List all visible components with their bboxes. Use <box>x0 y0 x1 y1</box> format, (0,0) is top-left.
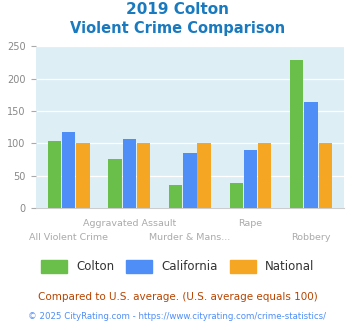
Text: All Violent Crime: All Violent Crime <box>29 233 108 242</box>
Bar <box>169 185 182 208</box>
Bar <box>62 132 76 208</box>
Text: Violent Crime Comparison: Violent Crime Comparison <box>70 21 285 36</box>
Bar <box>290 60 304 208</box>
Bar <box>48 141 61 208</box>
Bar <box>244 150 257 208</box>
Bar <box>183 153 197 208</box>
Bar <box>258 143 271 208</box>
Bar <box>123 139 136 208</box>
Legend: Colton, California, National: Colton, California, National <box>36 255 319 278</box>
Bar <box>109 159 122 208</box>
Text: © 2025 CityRating.com - https://www.cityrating.com/crime-statistics/: © 2025 CityRating.com - https://www.city… <box>28 312 327 321</box>
Bar <box>76 143 90 208</box>
Text: Compared to U.S. average. (U.S. average equals 100): Compared to U.S. average. (U.S. average … <box>38 292 317 302</box>
Text: Rape: Rape <box>239 219 263 228</box>
Text: 2019 Colton: 2019 Colton <box>126 2 229 16</box>
Bar <box>319 143 332 208</box>
Bar <box>230 183 243 208</box>
Text: Aggravated Assault: Aggravated Assault <box>83 219 176 228</box>
Bar <box>197 143 211 208</box>
Bar <box>304 103 318 208</box>
Bar <box>137 143 150 208</box>
Text: Robbery: Robbery <box>291 233 331 242</box>
Text: Murder & Mans...: Murder & Mans... <box>149 233 230 242</box>
